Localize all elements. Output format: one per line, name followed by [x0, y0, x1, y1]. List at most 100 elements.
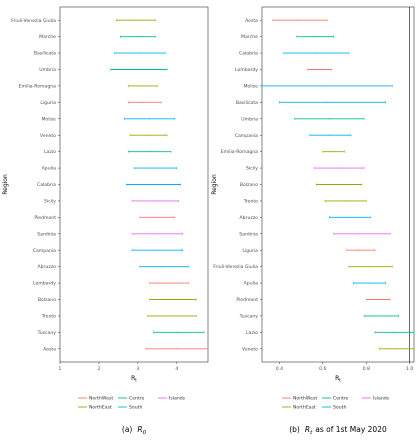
region-label: Bolzano [38, 297, 56, 303]
legend-key-point [365, 397, 368, 399]
region-label: Piedmont [34, 215, 56, 221]
median-point [317, 68, 320, 71]
median-point [176, 331, 178, 333]
median-point [348, 216, 350, 218]
region-label: Molise [41, 116, 56, 122]
median-point [296, 19, 298, 21]
panel-a: 1 2 3 4 Rt Region Friuli-Venezia Giulia Marche B… [2, 6, 209, 436]
legend-key-point [285, 397, 288, 399]
median-point [376, 298, 378, 301]
region-label: Apulia [42, 166, 57, 172]
legend-label: Centre [333, 396, 349, 402]
median-point [328, 134, 330, 136]
x-axis-title: Rt [335, 375, 341, 383]
median-point [176, 348, 178, 350]
caption-prefix: (a) [122, 425, 133, 434]
median-point [322, 85, 324, 87]
legend-label: NorthWest [89, 396, 113, 402]
median-point [152, 183, 155, 186]
legend-label: NorthEast [293, 405, 316, 411]
x-axis-title: Rt [131, 375, 137, 383]
region-label: Basilicata [34, 51, 56, 57]
panel-b: 0.4 0.6 0.8 1.0 Rt Region Aosta Marche Calabria L… [211, 6, 415, 436]
median-point [170, 298, 172, 301]
median-point [326, 101, 328, 103]
median-point [160, 266, 162, 268]
median-point [343, 200, 346, 202]
median-point [396, 348, 398, 350]
region-label: Tuscany [239, 314, 259, 320]
legend-key-point [81, 397, 84, 399]
region-label: Calabria [37, 182, 56, 188]
region-label: Campania [235, 133, 258, 139]
region-label: Trento [243, 199, 258, 205]
region-label: Sardinia [37, 231, 56, 237]
region-label: Marche [39, 34, 56, 40]
region-label: Veneto [40, 133, 56, 139]
x-tick-label: 4 [175, 366, 178, 372]
region-label: Apulia [244, 281, 259, 287]
legend-label: Centre [129, 396, 145, 402]
region-label: Emilia-Romagna [19, 84, 57, 90]
region-label: Campania [33, 248, 56, 254]
x-tick-label: 0.8 [363, 366, 370, 372]
y-axis-title: Region [211, 174, 218, 195]
median-point [152, 200, 155, 202]
legend-key-point [325, 397, 328, 399]
region-label: Basilicata [236, 100, 258, 106]
caption-sub: 0 [143, 430, 147, 436]
x-axis-title-main: R [335, 375, 339, 382]
region-label: Liguria [242, 248, 258, 254]
median-point [139, 52, 141, 54]
caption-sub: t [310, 430, 313, 436]
legend-label: NorthEast [89, 405, 112, 411]
region-label: Veneto [242, 346, 258, 352]
panel-caption: (a) R0 [122, 425, 147, 436]
region-label: Aosta [245, 18, 258, 24]
x-axis-title-sub: t [135, 378, 137, 383]
caption-prefix: (b) [289, 425, 300, 434]
legend-label: NorthWest [293, 396, 317, 402]
legend-label: South [129, 405, 142, 411]
legend-label: Islands [169, 396, 186, 402]
median-point [152, 167, 155, 169]
panel-caption: (b) Rt as of 1st May 2020 [289, 425, 387, 436]
median-point [367, 282, 369, 284]
caption-suffix: as of 1st May 2020 [315, 425, 387, 434]
region-label: Sardinia [239, 231, 258, 237]
x-tick-label: 0.4 [276, 366, 283, 372]
region-label: Piedmont [236, 297, 258, 303]
median-point [149, 151, 151, 153]
region-label: Marche [241, 34, 258, 40]
median-point [139, 68, 141, 71]
median-point [328, 118, 330, 120]
median-point [168, 282, 170, 284]
region-label: Lombardy [33, 281, 56, 287]
region-label: Abruzzo [38, 264, 57, 270]
legend-key-point [161, 397, 164, 399]
median-point [137, 36, 139, 38]
region-label: Abruzzo [240, 215, 259, 221]
median-point [156, 216, 158, 218]
region-label: Trento [41, 314, 56, 320]
median-point [393, 331, 396, 333]
legend-key-point [325, 406, 328, 408]
region-label: Molise [243, 84, 258, 90]
region-label: Tuscany [37, 330, 57, 336]
median-point [333, 151, 335, 153]
median-point [337, 183, 339, 186]
median-point [315, 52, 317, 54]
region-label: Umbria [241, 116, 258, 122]
x-tick-label: 1.0 [406, 366, 413, 372]
median-point [147, 134, 149, 136]
median-point [359, 233, 361, 235]
median-point [313, 36, 315, 38]
region-label: Aosta [43, 346, 56, 352]
median-point [156, 233, 158, 235]
median-point [143, 101, 145, 103]
region-label: Friuli-Venezia Giulia [213, 264, 258, 270]
x-tick-label: 0.6 [319, 366, 326, 372]
median-point [378, 315, 380, 317]
region-label: Friuli-Venezia Giulia [11, 18, 56, 24]
